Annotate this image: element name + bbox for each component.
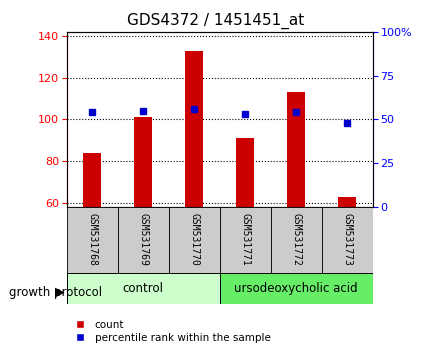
Bar (67, 207, 117, 273)
Bar (236, 138, 254, 207)
Text: GSM531772: GSM531772 (291, 213, 301, 266)
Text: control: control (123, 282, 163, 295)
Bar (185, 51, 203, 207)
Bar (67, 273, 219, 304)
Text: ▶: ▶ (55, 286, 64, 298)
Bar (287, 92, 304, 207)
Text: ursodeoxycholic acid: ursodeoxycholic acid (234, 282, 357, 295)
Bar (83, 153, 101, 207)
Text: GSM531771: GSM531771 (240, 213, 250, 266)
Text: GDS4372 / 1451451_at: GDS4372 / 1451451_at (126, 12, 304, 29)
Text: growth protocol: growth protocol (9, 286, 101, 298)
Bar (219, 207, 270, 273)
Bar (270, 207, 321, 273)
Bar (338, 197, 356, 207)
Text: GSM531769: GSM531769 (138, 213, 148, 266)
Text: GSM531770: GSM531770 (189, 213, 199, 266)
Bar (117, 207, 169, 273)
Bar (321, 207, 372, 273)
Bar (134, 118, 152, 207)
Text: GSM531773: GSM531773 (341, 213, 351, 266)
Bar (169, 207, 219, 273)
Legend: count, percentile rank within the sample: count, percentile rank within the sample (65, 315, 274, 347)
Bar (219, 273, 372, 304)
Text: GSM531768: GSM531768 (87, 213, 97, 266)
